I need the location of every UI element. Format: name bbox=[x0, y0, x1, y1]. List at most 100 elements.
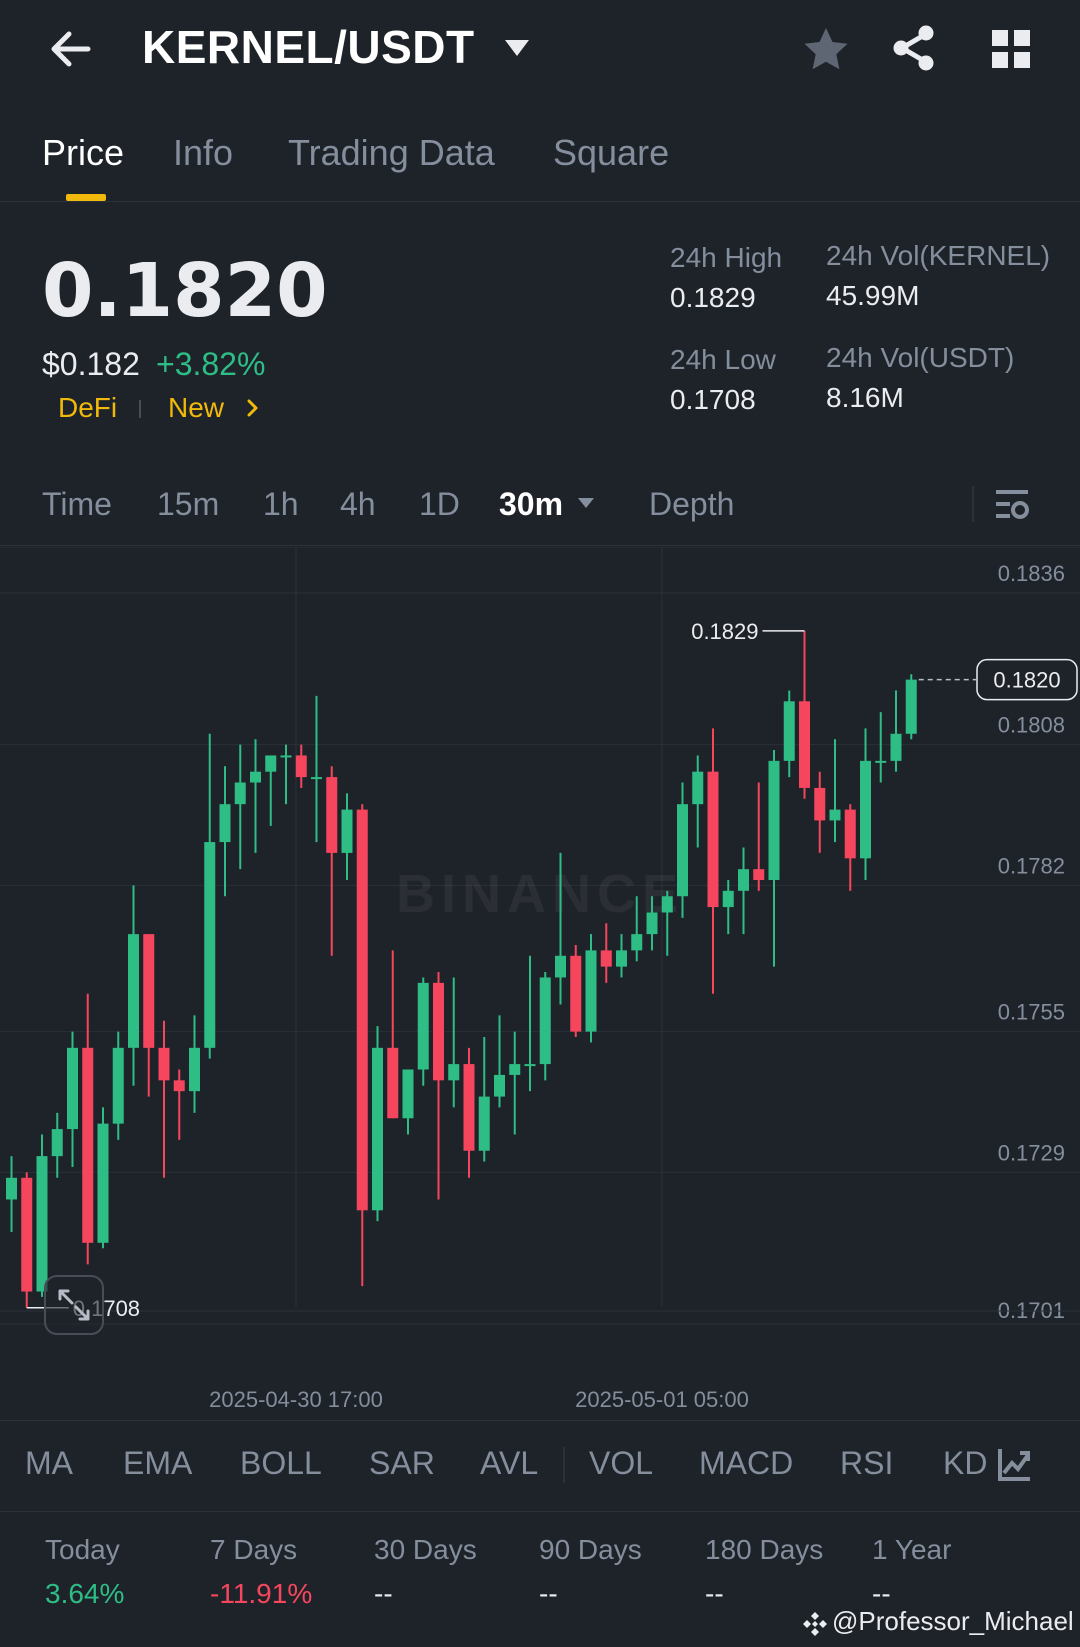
interval-depth[interactable]: Depth bbox=[649, 486, 735, 522]
indicator-ma[interactable]: MA bbox=[25, 1445, 73, 1481]
indicator-avl[interactable]: AVL bbox=[480, 1445, 539, 1481]
candle-body bbox=[631, 934, 643, 951]
perf-30d-value: -- bbox=[374, 1578, 393, 1609]
perf-7d-value: -11.91% bbox=[210, 1578, 313, 1609]
candle-body bbox=[295, 755, 307, 778]
candle-body bbox=[768, 760, 780, 880]
tab-trading-data[interactable]: Trading Data bbox=[288, 132, 495, 173]
perf-1y-label: 1 Year bbox=[872, 1534, 952, 1565]
candle-body bbox=[707, 771, 719, 908]
candle-body bbox=[494, 1074, 505, 1097]
candle-body bbox=[372, 1047, 383, 1211]
indicator-sar[interactable]: SAR bbox=[369, 1445, 435, 1481]
high-value: 0.1829 bbox=[670, 282, 756, 313]
price-axis-label: 0.1808 bbox=[998, 713, 1065, 738]
candle-body bbox=[189, 1047, 200, 1092]
candle-body bbox=[600, 950, 612, 967]
low-label: 24h Low bbox=[670, 344, 776, 375]
vol-quote-label: 24h Vol(USDT) bbox=[826, 342, 1015, 373]
caret-down-icon[interactable] bbox=[576, 496, 596, 510]
last-price-badge bbox=[976, 658, 1078, 701]
binance-watermark: BINANCE bbox=[396, 864, 684, 924]
indicator-vol[interactable]: VOL bbox=[589, 1445, 654, 1481]
candle-body bbox=[524, 1064, 536, 1067]
chart-settings-icon[interactable] bbox=[994, 484, 1030, 524]
candlestick-chart[interactable]: 0.18360.18080.17820.17550.17290.1701BINA… bbox=[0, 547, 1080, 1427]
indicator-rsi[interactable]: RSI bbox=[840, 1445, 894, 1481]
time-axis-label: 2025-04-30 17:00 bbox=[209, 1387, 383, 1412]
price-axis-label: 0.1836 bbox=[998, 561, 1065, 586]
candle-body bbox=[692, 771, 704, 805]
perf-90d-value: -- bbox=[539, 1578, 558, 1609]
candle-body bbox=[356, 809, 368, 1211]
vol-base-value: 45.99M bbox=[826, 280, 920, 311]
indicator-divider bbox=[563, 1447, 565, 1483]
usd-price: $0.182 bbox=[42, 346, 140, 382]
candle-body bbox=[753, 869, 765, 880]
indicator-ema[interactable]: EMA bbox=[123, 1445, 193, 1481]
tab-price[interactable]: Price bbox=[42, 132, 125, 173]
candle-body bbox=[555, 955, 566, 978]
candle-body bbox=[509, 1064, 521, 1075]
tag-new[interactable]: New bbox=[168, 392, 225, 423]
watermark-credit: @Professor_Michael bbox=[832, 1606, 1074, 1636]
candle-body bbox=[539, 977, 551, 1065]
perf-7d-label: 7 Days bbox=[210, 1534, 298, 1565]
candle-body bbox=[783, 701, 795, 761]
candle-body bbox=[905, 679, 917, 734]
perf-today-value: 3.64% bbox=[45, 1578, 125, 1609]
candle-body bbox=[860, 760, 871, 859]
indicator-kd[interactable]: KD bbox=[943, 1445, 988, 1481]
candle-body bbox=[51, 1129, 63, 1157]
candle-body bbox=[829, 809, 841, 821]
interval-30m[interactable]: 30m bbox=[499, 486, 564, 522]
interval-time[interactable]: Time bbox=[42, 486, 112, 522]
candle-body bbox=[433, 982, 444, 1081]
candle-body bbox=[890, 733, 902, 761]
candle-body bbox=[204, 842, 216, 1048]
price-axis-label: 0.1755 bbox=[998, 1000, 1065, 1025]
candle-body bbox=[814, 787, 826, 821]
header-bar: KERNEL/USDT bbox=[0, 0, 1080, 98]
candle-body bbox=[646, 912, 658, 935]
binance-logo-icon bbox=[803, 1612, 827, 1636]
tab-square[interactable]: Square bbox=[553, 132, 670, 173]
last-price-label: 0.1820 bbox=[993, 668, 1060, 693]
price-axis-label: 0.1782 bbox=[998, 853, 1065, 878]
chevron-right-icon[interactable] bbox=[244, 396, 262, 420]
perf-today-label: Today bbox=[45, 1534, 120, 1565]
interval-4h[interactable]: 4h bbox=[340, 486, 376, 522]
caret-down-icon[interactable] bbox=[502, 36, 532, 60]
perf-30d-label: 30 Days bbox=[374, 1534, 477, 1565]
fullscreen-icon[interactable] bbox=[44, 1275, 104, 1335]
grid-menu-icon[interactable] bbox=[988, 26, 1034, 72]
pair-title[interactable]: KERNEL/USDT bbox=[142, 21, 475, 73]
candle-body bbox=[326, 777, 338, 853]
tab-info[interactable]: Info bbox=[173, 132, 234, 173]
candle-body bbox=[402, 1069, 414, 1119]
low-value: 0.1708 bbox=[670, 384, 756, 415]
candle-body bbox=[616, 950, 627, 967]
candle-body bbox=[417, 982, 429, 1070]
price-change-percent: +3.82% bbox=[156, 346, 266, 382]
indicator-settings-icon[interactable] bbox=[996, 1447, 1032, 1483]
share-icon[interactable] bbox=[888, 22, 940, 74]
vol-quote-value: 8.16M bbox=[826, 382, 904, 413]
candle-body bbox=[311, 777, 322, 780]
candle-body bbox=[128, 934, 139, 1048]
time-axis-label: 2025-05-01 05:00 bbox=[575, 1387, 749, 1412]
interval-1d[interactable]: 1D bbox=[419, 486, 460, 522]
interval-1h[interactable]: 1h bbox=[263, 486, 299, 522]
candle-body bbox=[158, 1047, 170, 1081]
indicator-boll[interactable]: BOLL bbox=[240, 1445, 322, 1481]
star-icon[interactable] bbox=[800, 24, 852, 76]
candle-body bbox=[844, 809, 856, 859]
tag-defi[interactable]: DeFi bbox=[58, 392, 118, 423]
indicator-macd[interactable]: MACD bbox=[699, 1445, 794, 1481]
interval-15m[interactable]: 15m bbox=[157, 486, 220, 522]
perf-180d-value: -- bbox=[705, 1578, 724, 1609]
candle-body bbox=[585, 950, 597, 1032]
perf-180d-label: 180 Days bbox=[705, 1534, 824, 1565]
candle-body bbox=[67, 1047, 78, 1130]
back-arrow-icon[interactable] bbox=[44, 22, 98, 76]
